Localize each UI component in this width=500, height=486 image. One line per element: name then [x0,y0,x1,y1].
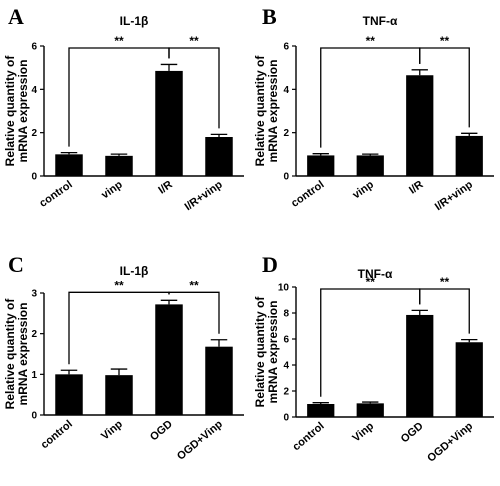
chart-panel-b: B TNF-α Relative quantity ofmRNA expressio… [253,4,494,213]
significance-label: ** [189,34,199,48]
y-axis-label-line: Relative quantity of [3,55,17,167]
chart-title: IL-1β [120,14,149,28]
panel-letter: A [8,4,24,29]
significance-bracket [320,288,421,397]
y-tick-label: 6 [31,42,37,53]
y-axis-label-line: mRNA expression [16,60,30,163]
y-tick-label: 4 [283,361,289,372]
x-tick-label: control [290,420,326,453]
y-axis-label-line: Relative quantity of [253,296,267,408]
bar [155,304,183,415]
x-tick-label: Vinp [350,420,376,445]
significance-label: ** [189,278,199,292]
y-tick-label: 10 [278,283,290,294]
y-tick-label: 0 [283,413,289,424]
bar [155,70,183,176]
bar [455,342,483,417]
bar [55,154,83,176]
x-tick-label: I/R [407,179,425,197]
bar [205,137,233,176]
panel-letter: D [262,252,278,277]
significance-bracket [320,47,421,148]
x-tick-label: Vinp [99,418,125,443]
significance-label: ** [366,275,376,289]
y-tick-label: 2 [31,128,37,139]
chart-panel-d: D TNF-α Relative quantity ofmRNA expressio… [253,252,494,465]
significance-label: ** [440,34,450,48]
x-tick-label: vinp [351,178,377,201]
chart-panel-a: A IL-1β Relative quantity ofmRNA expressio… [3,4,244,213]
bar [356,155,384,176]
y-axis-label-line: mRNA expression [266,301,280,404]
significance-label: ** [440,275,450,289]
y-tick-label: 6 [283,42,289,53]
y-axis-label-line: Relative quantity of [3,298,17,410]
y-tick-label: 0 [31,411,37,422]
x-tick-label: OGD+Vinp [425,420,475,465]
bar [307,155,335,176]
panel-letter: B [262,4,277,29]
x-tick-label: I/R+vinp [433,178,475,213]
y-tick-label: 1 [31,370,37,381]
x-tick-label: OGD [148,418,175,443]
chart-panel-c: C IL-1β Relative quantity ofmRNA expressio… [3,252,244,463]
bar [455,135,483,176]
bar [55,374,83,415]
x-tick-label: control [37,179,74,210]
bar [356,403,384,417]
panel-letter: C [8,252,24,277]
y-axis-label: Relative quantity ofmRNA expression [3,55,30,167]
y-axis-label: Relative quantity ofmRNA expression [253,55,280,167]
x-tick-label: control [39,418,75,451]
y-tick-label: 0 [283,172,289,183]
bar [406,75,434,176]
y-tick-label: 4 [283,85,289,96]
x-tick-label: vinp [99,178,125,201]
x-tick-label: I/R [156,179,174,197]
y-axis-label-line: Relative quantity of [253,55,267,167]
y-tick-label: 2 [283,128,289,139]
chart-title: TNF-α [363,14,398,28]
significance-label: ** [114,34,124,48]
significance-bracket [68,291,170,365]
x-tick-label: OGD [399,420,426,445]
y-tick-label: 0 [31,172,37,183]
x-tick-label: OGD+Vinp [175,418,225,463]
bar [307,404,335,417]
y-tick-label: 2 [283,387,289,398]
bar [105,155,133,176]
bar [406,314,434,417]
chart-title: TNF-α [358,267,393,281]
y-axis-label: Relative quantity ofmRNA expression [253,296,280,408]
significance-bracket [419,47,470,128]
bar [205,346,233,415]
chart-title: IL-1β [120,264,149,278]
y-tick-label: 2 [31,329,37,340]
y-axis-label-line: mRNA expression [16,303,30,406]
bar [105,375,133,415]
y-tick-label: 6 [283,335,289,346]
y-tick-label: 8 [283,309,289,320]
x-tick-label: control [289,179,326,210]
y-axis-label-line: mRNA expression [266,60,280,163]
significance-label: ** [114,278,124,292]
y-tick-label: 4 [31,85,37,96]
significance-bracket [168,47,220,129]
significance-bracket [168,291,220,334]
y-axis-label: Relative quantity ofmRNA expression [3,298,30,410]
x-tick-label: I/R+vinp [183,178,225,213]
y-tick-label: 3 [31,289,37,300]
significance-label: ** [366,34,376,48]
significance-bracket [68,47,170,147]
significance-bracket [419,288,470,334]
